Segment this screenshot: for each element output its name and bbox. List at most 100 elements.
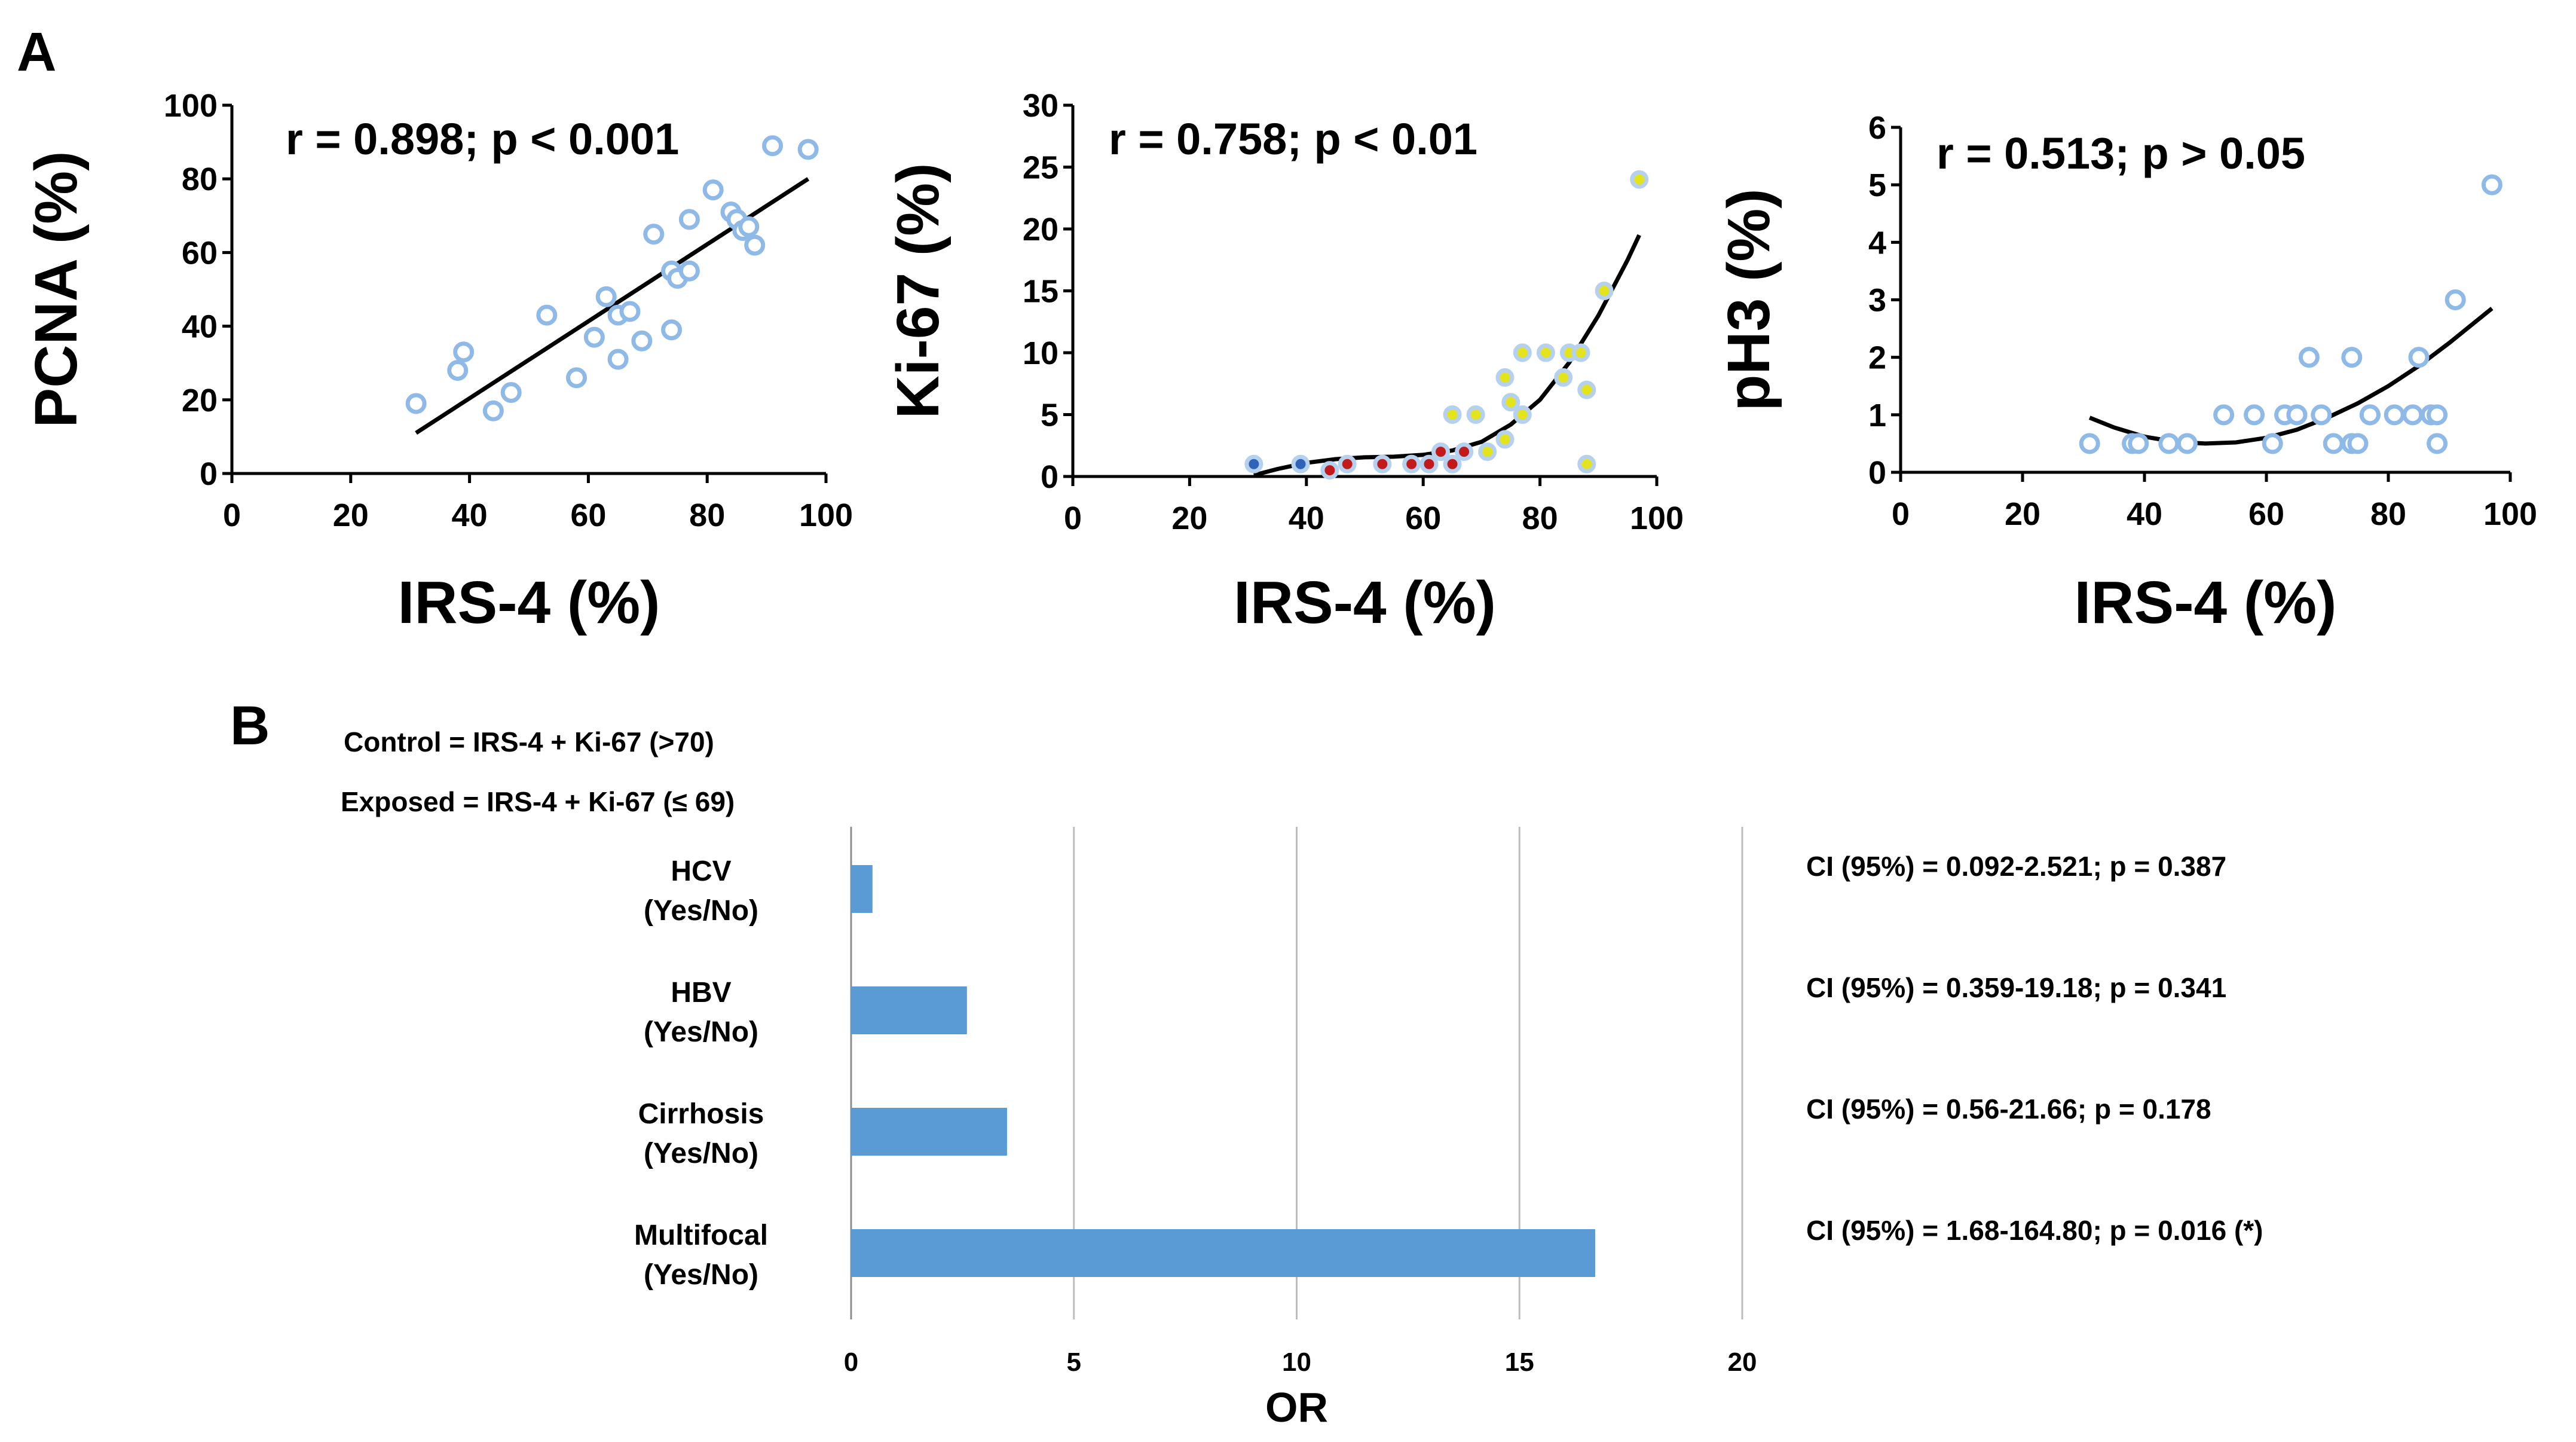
data-point-yellow xyxy=(1495,368,1515,387)
x-tick-label: 5 xyxy=(1067,1348,1081,1377)
data-point xyxy=(2481,174,2502,195)
y-axis-title: PCNA (%) xyxy=(23,151,90,428)
y-tick-label: 0 xyxy=(200,456,218,492)
data-point xyxy=(702,179,724,201)
category-label: HBV xyxy=(671,977,731,1009)
data-point-yellow xyxy=(1501,393,1520,412)
y-tick-label: 20 xyxy=(182,383,218,418)
y-tick-label: 25 xyxy=(1023,150,1058,186)
category-label: (Yes/No) xyxy=(644,1259,758,1291)
data-point xyxy=(2244,404,2265,426)
correlation-annotation: r = 0.513; p > 0.05 xyxy=(1936,129,2305,178)
y-tick-label: 40 xyxy=(182,309,218,345)
data-point-red xyxy=(1455,442,1474,462)
data-point-yellow xyxy=(1466,405,1485,424)
y-axis-title: pH3 (%) xyxy=(1715,188,1782,411)
data-point xyxy=(405,393,427,414)
data-point xyxy=(2286,404,2308,426)
data-point-yellow xyxy=(1630,170,1649,189)
data-point xyxy=(661,319,683,341)
data-point xyxy=(2176,433,2198,454)
data-point xyxy=(2213,404,2235,426)
y-tick-label: 5 xyxy=(1868,167,1886,203)
y-tick-label: 4 xyxy=(1868,225,1886,261)
data-point xyxy=(2427,433,2448,454)
data-point xyxy=(2262,433,2283,454)
fit-line xyxy=(2088,307,2494,446)
data-point-red xyxy=(1402,454,1421,473)
category-label: (Yes/No) xyxy=(644,1016,758,1048)
data-point xyxy=(678,209,700,230)
data-point xyxy=(2341,347,2363,368)
data-point xyxy=(447,360,469,381)
data-point-blue xyxy=(1291,454,1310,473)
data-point xyxy=(583,326,605,348)
x-tick-label: 40 xyxy=(452,497,488,533)
ci-annotation: CI (95%) = 1.68-164.80; p = 0.016 (*) xyxy=(1806,1215,2263,1246)
data-point xyxy=(738,216,760,237)
x-tick-label: 20 xyxy=(2005,496,2040,532)
data-point xyxy=(482,400,504,421)
y-tick-label: 15 xyxy=(1023,274,1058,310)
data-point xyxy=(607,349,629,370)
x-tick-label: 80 xyxy=(689,497,725,533)
fit-line xyxy=(1253,234,1641,478)
y-tick-label: 30 xyxy=(1023,88,1058,124)
y-tick-label: 6 xyxy=(1868,110,1886,146)
data-point xyxy=(2359,404,2381,426)
x-tick-label: 15 xyxy=(1505,1348,1534,1377)
y-tick-label: 60 xyxy=(182,235,218,271)
category-label: Cirrhosis xyxy=(638,1098,764,1130)
y-tick-label: 2 xyxy=(1868,340,1886,376)
data-point xyxy=(2158,433,2180,454)
data-point xyxy=(2402,404,2424,426)
panel-a-label: A xyxy=(17,22,56,83)
x-tick-label: 0 xyxy=(1892,496,1910,532)
data-point-blue xyxy=(1244,454,1263,473)
x-tick-label: 40 xyxy=(1289,500,1324,536)
data-point-yellow xyxy=(1443,405,1462,424)
data-point xyxy=(595,286,617,307)
x-tick-label: 100 xyxy=(2483,496,2537,532)
data-point xyxy=(453,341,475,363)
data-point-yellow xyxy=(1536,343,1555,362)
y-tick-label: 0 xyxy=(1868,455,1886,491)
panel-b-label: B xyxy=(230,695,270,756)
bar xyxy=(851,865,873,913)
data-point xyxy=(536,304,558,326)
data-point xyxy=(500,381,522,403)
data-point-yellow xyxy=(1577,380,1596,399)
ci-annotation: CI (95%) = 0.56-21.66; p = 0.178 xyxy=(1806,1093,2211,1125)
x-tick-label: 100 xyxy=(1630,500,1684,536)
x-tick-label: 100 xyxy=(799,497,853,533)
data-point-red xyxy=(1338,454,1357,473)
data-point xyxy=(566,367,588,389)
x-tick-label: 80 xyxy=(2370,496,2406,532)
data-point-yellow xyxy=(1478,442,1497,462)
category-label: Multifocal xyxy=(634,1220,768,1251)
x-axis-title: IRS-4 (%) xyxy=(1234,569,1496,636)
category-label: HCV xyxy=(671,856,731,887)
y-tick-label: 20 xyxy=(1023,212,1058,248)
x-tick-label: 10 xyxy=(1282,1348,1311,1377)
data-point-red xyxy=(1431,442,1451,462)
data-point xyxy=(2079,433,2100,454)
y-tick-label: 1 xyxy=(1868,398,1886,433)
data-point-yellow xyxy=(1571,343,1590,362)
x-tick-label: 60 xyxy=(2248,496,2284,532)
x-tick-label: 20 xyxy=(1171,500,1207,536)
bar xyxy=(851,1229,1595,1277)
exposed-note: Exposed = IRS-4 + Ki-67 (≤ 69) xyxy=(341,786,735,817)
data-point-yellow xyxy=(1513,405,1532,424)
category-label: (Yes/No) xyxy=(644,1138,758,1169)
x-tick-label: 0 xyxy=(1064,500,1082,536)
x-axis-title: IRS-4 (%) xyxy=(2075,569,2337,636)
x-tick-label: 60 xyxy=(1405,500,1441,536)
x-tick-label: 20 xyxy=(1728,1348,1757,1377)
x-tick-label: 0 xyxy=(223,497,241,533)
correlation-annotation: r = 0.898; p < 0.001 xyxy=(286,114,679,164)
data-point-yellow xyxy=(1577,454,1596,473)
y-tick-label: 0 xyxy=(1041,459,1058,495)
